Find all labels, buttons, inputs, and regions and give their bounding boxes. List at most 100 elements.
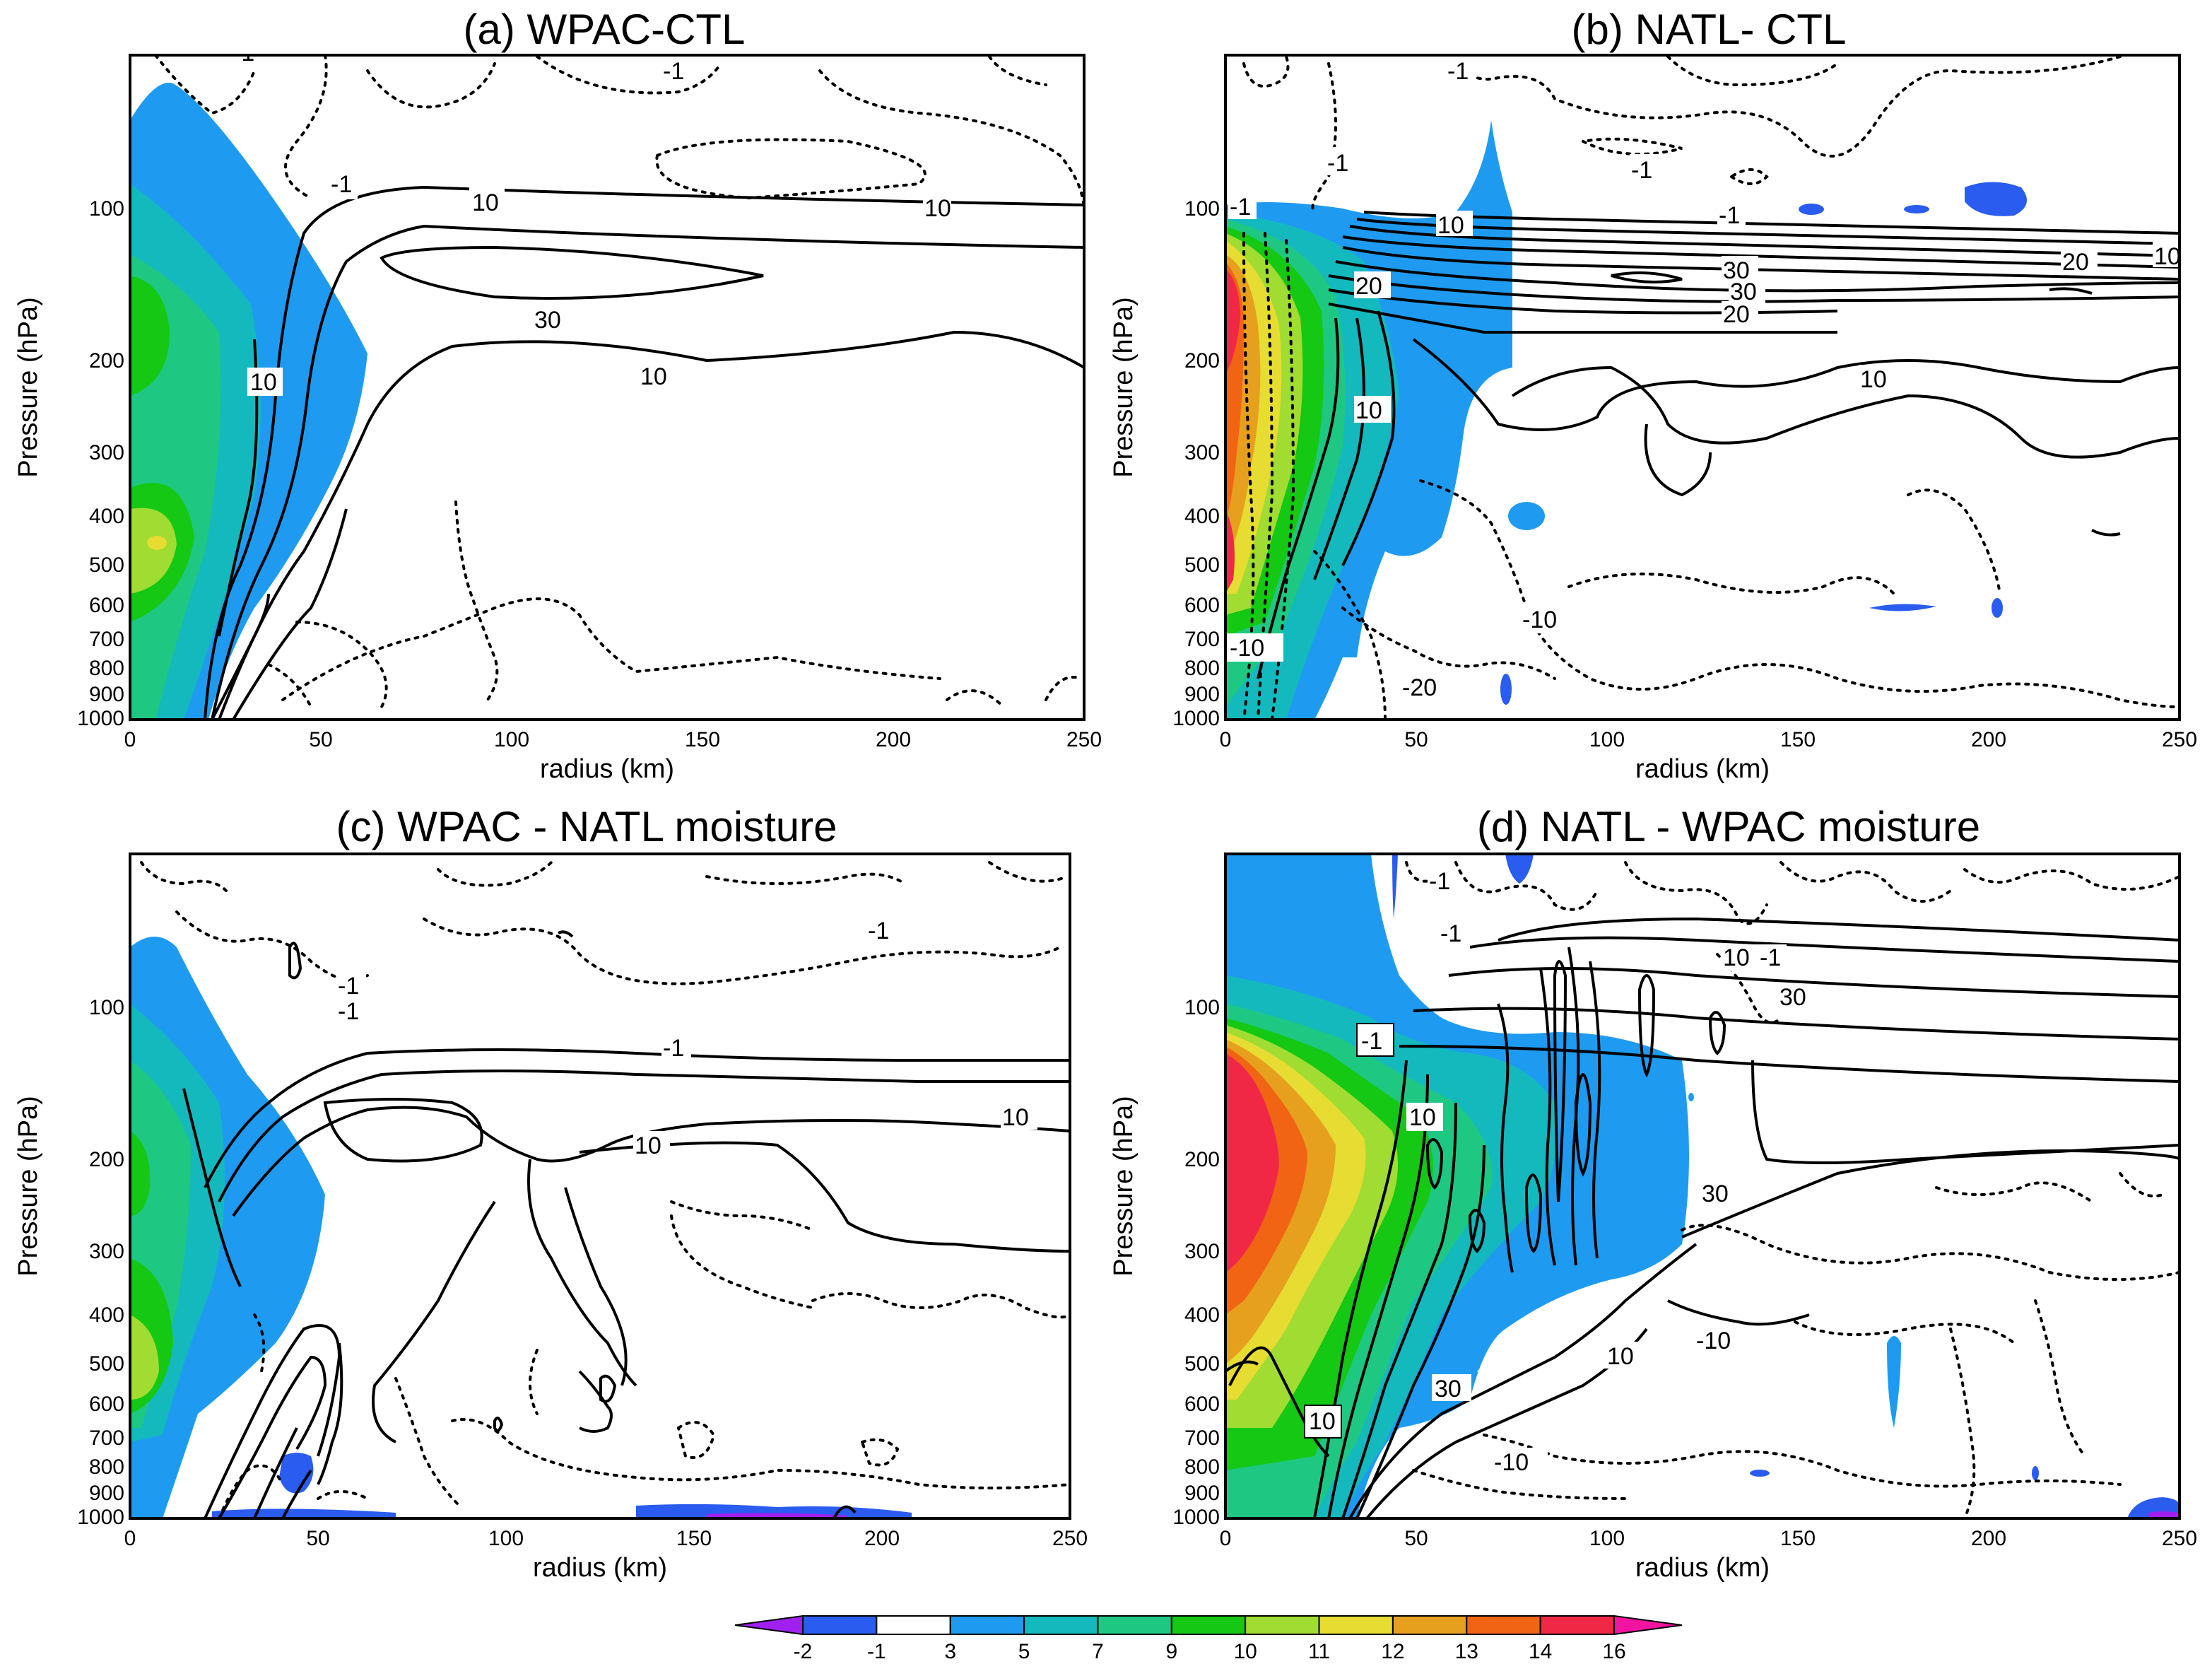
panel-d-contour-solid (1497, 1003, 1514, 1273)
panel-b-xticks: 0 50 100 150 200 250 (1220, 728, 2197, 751)
panel-b-contour-solid (1341, 310, 1396, 566)
panel-d-ytick-label: 300 (1184, 1240, 1220, 1263)
panel-c-contour-label: -1 (663, 1035, 684, 1062)
panel-b-xtick-label: 50 (1404, 728, 1428, 751)
panel-b-ytick-label: 600 (1184, 594, 1220, 617)
panel-b-fill-neg-1 (1799, 204, 1824, 215)
colorbar-swatch (1245, 1615, 1320, 1635)
panel-c-ytick-label: 500 (89, 1352, 124, 1376)
panel-d-fill-neg-1 (1750, 1470, 1770, 1477)
panel-c-contour-solid (579, 1141, 1070, 1253)
panel-c-contour-dotted (811, 1292, 1070, 1319)
panel-a-label-bg (247, 368, 283, 396)
panel-b-label-bg (1519, 605, 1576, 633)
panel-c-ylabel: Pressure (hPa) (13, 1096, 43, 1277)
panel-b-fill-neg-1 (1965, 182, 2027, 216)
panel-b-contour-solid (1328, 303, 1837, 334)
panel-b-fill-neg-1 (1500, 674, 1512, 705)
panel-c-label-bg (336, 998, 366, 1025)
panel-c-title: (c) WPAC - NATL moisture (336, 803, 837, 850)
panel-d-label-bg (1406, 1103, 1443, 1131)
panel-c-contour-solid (218, 1355, 327, 1518)
panel-b-label-bg (2061, 247, 2098, 274)
panel-d-xtick-label: 250 (2162, 1527, 2197, 1550)
panel-c-ytick-label: 300 (89, 1240, 124, 1263)
colorbar-tick-label: -1 (867, 1640, 886, 1663)
panel-d-contour-solid (1681, 1149, 2179, 1238)
panel-c-label-bg (633, 1131, 670, 1158)
colorbar-tick-label: 16 (1602, 1640, 1625, 1663)
panel-d-contour-solid (1448, 967, 2179, 998)
panel-d-contour-solid (1524, 1173, 1543, 1253)
panel-c-contour-dotted (437, 861, 553, 887)
panel-a-yticks: 100 200 300 400 500 600 700 800 900 1000 (77, 197, 124, 730)
panel-c-label-bg (866, 916, 896, 944)
panel-c-contour-dotted (529, 1349, 539, 1415)
panel-d-ytick-label: 400 (1184, 1303, 1220, 1327)
panel-c-contour-dotted (705, 872, 906, 885)
panel-d-ytick-label: 100 (1184, 996, 1220, 1019)
panel-d-contour-label: -1 (1361, 1028, 1382, 1055)
panel-b-label-bg (1436, 211, 1473, 236)
panel-a-contour-dotted (267, 663, 312, 708)
panel-d-fill-neg-1 (1505, 854, 1534, 884)
panel-d-xticks: 0 50 100 150 200 250 (1220, 1527, 2197, 1550)
panel-c-ytick-label: 700 (89, 1426, 124, 1450)
panel-d-contour-solid (1574, 1073, 1592, 1177)
colorbar-tick-label: 11 (1308, 1640, 1330, 1663)
panel-b-contour-label: 30 (1730, 279, 1757, 305)
panel-a-contour-label: 10 (250, 369, 277, 396)
panel-a-contour-label: 10 (640, 363, 667, 390)
panel-a-ytick-label: 200 (89, 349, 124, 373)
panel-b-contour-dotted (1341, 607, 1556, 680)
panel-b: -1 -1 -1 -1 -1 10 10 20 20 30 (1109, 6, 2197, 784)
panel-c-contour-dotted (218, 1464, 284, 1518)
panel-d-label-bg (1356, 1023, 1394, 1057)
panel-a-label-bg (230, 55, 259, 66)
panel-b-ytick-label: 1000 (1172, 707, 1220, 730)
panel-a-fill-10 (130, 508, 177, 594)
panel-d-contour-solid (1348, 1243, 1698, 1518)
panel-c-contour-solid (527, 1159, 637, 1387)
panel-b-contour-label: 10 (1437, 212, 1464, 239)
colorbar-swatch (734, 1615, 804, 1636)
panel-d-xtick-label: 100 (1589, 1527, 1625, 1550)
panel-b-contour-dotted (1419, 479, 2179, 708)
colorbar-tick-label: 12 (1381, 1640, 1404, 1663)
panel-a-contour-dotted (154, 55, 256, 115)
panel-d-label-bg (1693, 1326, 1743, 1353)
panel-b-contour-dotted (1578, 137, 1683, 156)
panel-c-contour-label: -1 (338, 973, 359, 1000)
panel-c-contour-dotted (423, 918, 1061, 985)
panel-d-contour-solid (1327, 1074, 1429, 1518)
colorbar-swatch (1613, 1615, 1683, 1636)
panel-b-label-bg (1354, 271, 1391, 298)
panel-d-contour-label: 30 (1779, 984, 1806, 1011)
panel-c-contour-solid (204, 1048, 1070, 1188)
panel-a-contour-dotted (295, 621, 388, 708)
panel-c-xtick-label: 100 (488, 1527, 524, 1550)
panel-c-contour-solid (372, 1200, 496, 1443)
panel-d-xlabel: radius (km) (1635, 1553, 1770, 1583)
panel-d-contour-dotted (2119, 1172, 2164, 1197)
panel-d-contour-solid (1468, 1209, 1486, 1253)
panel-a-ytick-label: 700 (89, 628, 124, 651)
panel-a-contour-label: 10 (924, 195, 951, 222)
panel-d-ytick-label: 200 (1184, 1148, 1220, 1171)
panel-a-contour-labels: -1 -1 -1 10 10 30 10 10 (230, 55, 951, 396)
panel-b-contour-solid (1644, 423, 1712, 497)
panel-b-contour-label: -1 (1631, 157, 1652, 184)
panel-a-frame (129, 54, 1086, 721)
panel-d-contour-dotted (1779, 861, 1952, 903)
panel-b-fill-neg-1 (1869, 604, 1936, 611)
panel-b-contour-solid (2091, 529, 2121, 537)
panel-b-label-bg (1729, 279, 1765, 304)
panel-d: -1 -1 10 -1 30 -1 10 30 10 -10 (1109, 803, 2197, 1583)
panel-b-ytick-label: 100 (1184, 197, 1220, 221)
panel-b-xtick-label: 250 (2162, 728, 2197, 751)
panel-c-contour-solid (253, 1427, 298, 1518)
panel-c-contours (182, 930, 1070, 1518)
panel-a-contour-label: -1 (331, 171, 352, 198)
panel-a-ylabel: Pressure (hPa) (13, 297, 43, 478)
